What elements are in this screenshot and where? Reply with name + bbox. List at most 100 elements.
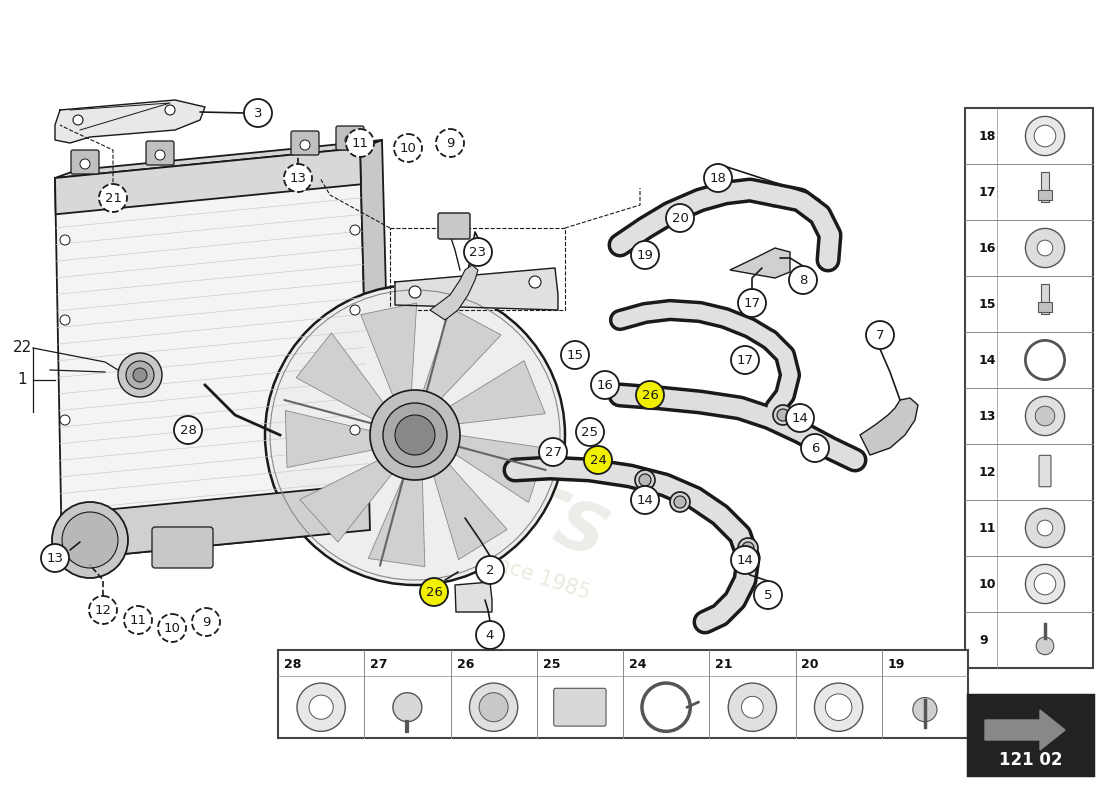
FancyBboxPatch shape [336, 126, 364, 150]
Circle shape [1037, 240, 1053, 256]
Circle shape [126, 361, 154, 389]
Polygon shape [984, 710, 1065, 750]
Text: 19: 19 [888, 658, 905, 671]
Circle shape [464, 238, 492, 266]
Polygon shape [360, 140, 392, 530]
Text: 24: 24 [629, 658, 647, 671]
Circle shape [561, 341, 588, 369]
Polygon shape [368, 475, 425, 566]
Text: 19: 19 [637, 249, 653, 262]
Polygon shape [455, 582, 492, 612]
Circle shape [732, 546, 759, 574]
Circle shape [742, 542, 754, 554]
Polygon shape [361, 303, 417, 398]
Circle shape [1034, 574, 1056, 594]
Polygon shape [62, 484, 370, 560]
Circle shape [738, 538, 758, 558]
Circle shape [576, 418, 604, 446]
Text: 10: 10 [399, 142, 417, 155]
Polygon shape [432, 462, 507, 560]
FancyBboxPatch shape [553, 688, 606, 726]
Circle shape [345, 135, 355, 145]
Circle shape [89, 596, 117, 624]
Text: 18: 18 [979, 130, 997, 142]
Circle shape [666, 204, 694, 232]
Circle shape [584, 446, 612, 474]
Circle shape [1025, 509, 1065, 547]
Circle shape [1025, 116, 1065, 155]
Circle shape [635, 470, 654, 490]
Circle shape [62, 512, 118, 568]
Text: 16: 16 [979, 242, 997, 254]
Text: 22: 22 [12, 341, 32, 355]
Circle shape [174, 416, 202, 444]
Text: 11: 11 [979, 522, 997, 534]
Polygon shape [55, 140, 382, 178]
Circle shape [631, 486, 659, 514]
Circle shape [133, 368, 147, 382]
Circle shape [60, 235, 70, 245]
Polygon shape [395, 268, 558, 310]
Text: 17: 17 [737, 354, 754, 367]
Circle shape [80, 159, 90, 169]
Text: 14: 14 [637, 494, 653, 507]
Circle shape [1025, 565, 1065, 603]
Text: a passion for parts since 1985: a passion for parts since 1985 [287, 487, 593, 603]
Bar [968, 695, 1093, 775]
Text: 11: 11 [130, 614, 146, 627]
FancyBboxPatch shape [438, 213, 470, 239]
Text: 21: 21 [715, 658, 733, 671]
Text: 18: 18 [710, 172, 726, 185]
Text: 15: 15 [566, 349, 583, 362]
Circle shape [631, 241, 659, 269]
FancyBboxPatch shape [152, 527, 213, 568]
Circle shape [300, 140, 310, 150]
Circle shape [60, 315, 70, 325]
Circle shape [529, 276, 541, 288]
Text: 12: 12 [95, 604, 111, 617]
Text: 5: 5 [763, 589, 772, 602]
Text: 26: 26 [456, 658, 474, 671]
Text: 7: 7 [876, 329, 884, 342]
Polygon shape [422, 308, 502, 401]
Circle shape [814, 683, 862, 731]
Circle shape [41, 544, 69, 572]
Text: 13: 13 [979, 410, 997, 422]
Bar [1038, 302, 1052, 312]
FancyBboxPatch shape [72, 150, 99, 174]
Text: 27: 27 [371, 658, 387, 671]
Circle shape [165, 105, 175, 115]
Polygon shape [285, 410, 375, 467]
Circle shape [350, 225, 360, 235]
Text: 6: 6 [811, 442, 819, 455]
Circle shape [244, 99, 272, 127]
Circle shape [639, 474, 651, 486]
Circle shape [370, 390, 460, 480]
Circle shape [476, 621, 504, 649]
Circle shape [732, 346, 759, 374]
Circle shape [73, 115, 82, 125]
Text: 4: 4 [486, 629, 494, 642]
Text: 3: 3 [254, 107, 262, 120]
Text: 28: 28 [179, 424, 197, 437]
Circle shape [158, 614, 186, 642]
Circle shape [777, 409, 789, 421]
Circle shape [1034, 126, 1056, 146]
Circle shape [539, 438, 566, 466]
Text: 16: 16 [596, 379, 614, 392]
Text: 21: 21 [104, 192, 121, 205]
Text: 12: 12 [979, 466, 997, 478]
FancyBboxPatch shape [292, 131, 319, 155]
Circle shape [1025, 396, 1065, 435]
Polygon shape [55, 100, 205, 143]
Text: 28: 28 [284, 658, 301, 671]
Circle shape [801, 434, 829, 462]
Circle shape [118, 353, 162, 397]
Text: 27: 27 [544, 446, 561, 459]
Text: 9: 9 [979, 634, 988, 646]
Circle shape [350, 305, 360, 315]
Bar [1038, 190, 1052, 200]
Text: 25: 25 [582, 426, 598, 439]
Circle shape [754, 581, 782, 609]
Text: 15: 15 [979, 298, 997, 310]
